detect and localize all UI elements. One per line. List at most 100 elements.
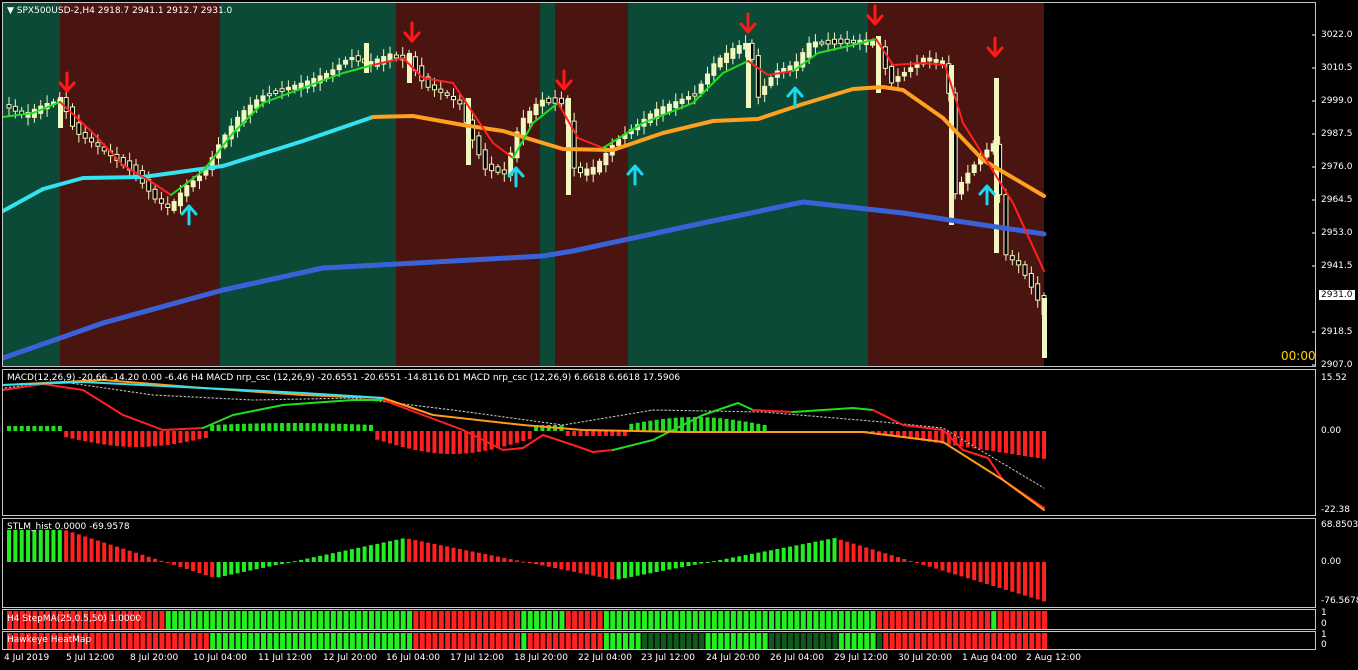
stepma-bar bbox=[1016, 611, 1022, 629]
macd-histogram-bar bbox=[324, 423, 329, 431]
macd-histogram-bar bbox=[597, 431, 602, 436]
heatmap-bar bbox=[819, 633, 825, 649]
collapse-triangle-icon[interactable]: ▼ bbox=[7, 6, 14, 16]
macd-histogram-bar bbox=[648, 420, 653, 431]
stlm-histogram-bar bbox=[419, 541, 424, 562]
price-scale[interactable]: 3022.0 3010.5 2999.0 2987.5 2976.0 2964.5 2953… bbox=[1318, 2, 1358, 370]
stlm-histogram-bar bbox=[89, 538, 94, 562]
stepma-bar bbox=[140, 611, 146, 629]
stlm-histogram-bar bbox=[318, 555, 323, 562]
macd-histogram-bar bbox=[699, 417, 704, 431]
heatmap-pane[interactable]: Hawkeye HeatMap bbox=[2, 631, 1316, 650]
stlm-histogram-bar bbox=[32, 530, 37, 562]
time-axis-label: 16 Jul 04:00 bbox=[386, 653, 440, 663]
time-axis[interactable]: 4 Jul 2019 5 Jul 12:00 8 Jul 20:00 10 Jul 0… bbox=[0, 653, 1316, 670]
time-axis-label: 10 Jul 04:00 bbox=[193, 653, 247, 663]
stlm-histogram-bar bbox=[813, 541, 818, 562]
candle-body bbox=[285, 86, 291, 91]
candle-body bbox=[451, 95, 456, 101]
stepma-bar bbox=[546, 611, 552, 629]
stepma-bar bbox=[108, 611, 114, 629]
macd-histogram-bar bbox=[165, 431, 170, 445]
heatmap-bar bbox=[70, 633, 76, 649]
stepma-bar bbox=[692, 611, 698, 629]
fast-moving-average-up bbox=[3, 101, 61, 118]
heatmap-bar bbox=[1035, 633, 1041, 649]
stepma-bar bbox=[210, 611, 216, 629]
candle-body bbox=[292, 84, 298, 90]
macd-histogram-bar bbox=[45, 426, 50, 431]
heatmap-bar bbox=[902, 633, 908, 649]
heatmap-bar bbox=[832, 633, 838, 649]
stlm-histogram-bar bbox=[38, 530, 43, 562]
price-chart-pane[interactable]: ▼ SPX500USD-2,H4 2918.7 2941.1 2912.7 29… bbox=[2, 2, 1316, 367]
heatmap-bar bbox=[476, 633, 482, 649]
macd-histogram-bar bbox=[718, 418, 723, 431]
macd-histogram-bar bbox=[1003, 431, 1008, 454]
candle-body bbox=[666, 103, 672, 112]
stlm-pane[interactable]: STLM_hist 0.0000 -69.9578 bbox=[2, 518, 1316, 608]
heatmap-bar bbox=[1016, 633, 1022, 649]
stepma-bar bbox=[616, 611, 622, 629]
heatmap-bar bbox=[940, 633, 946, 649]
heatmap-bar bbox=[470, 633, 476, 649]
stlm-histogram-bar bbox=[692, 562, 697, 565]
macd-histogram-bar bbox=[305, 423, 310, 431]
stepma-bar bbox=[83, 611, 89, 629]
stepma-bar bbox=[121, 611, 127, 629]
stepma-bar bbox=[489, 611, 495, 629]
stlm-histogram-bar bbox=[521, 561, 526, 563]
candle-body bbox=[197, 175, 202, 182]
heatmap-bar bbox=[127, 633, 133, 649]
candle-body bbox=[705, 73, 710, 85]
stlm-histogram-bar bbox=[495, 556, 500, 562]
macd-histogram-bar bbox=[203, 431, 208, 438]
candle-body bbox=[152, 188, 158, 200]
candle-body bbox=[349, 56, 355, 61]
candle-body bbox=[101, 146, 107, 152]
macd-histogram-bar bbox=[572, 431, 577, 436]
stepma-bar bbox=[273, 611, 279, 629]
macd-histogram-bar bbox=[876, 431, 881, 433]
stepma-bar bbox=[1023, 611, 1028, 629]
stlm-histogram-bar bbox=[749, 553, 754, 562]
heatmap-bar bbox=[838, 633, 844, 649]
stepma-bar bbox=[229, 611, 235, 629]
heatmap-bar bbox=[769, 633, 774, 649]
stepma-bar bbox=[1035, 611, 1041, 629]
stepma-bar bbox=[813, 611, 819, 629]
macd-histogram-bar bbox=[311, 423, 316, 431]
stlm-histogram-bar bbox=[292, 561, 297, 563]
heatmap-bar bbox=[699, 633, 705, 649]
stepma-bar bbox=[965, 611, 971, 629]
candle-body bbox=[578, 166, 583, 174]
stepma-pane[interactable]: H4 StepMA(25,0.5,50) 1.0000 bbox=[2, 609, 1316, 630]
stepma-bar bbox=[743, 611, 749, 629]
candle-body bbox=[711, 63, 717, 76]
candle-body bbox=[679, 98, 685, 104]
macd-scale[interactable]: 15.52 0.00 -22.38 bbox=[1318, 369, 1358, 516]
stepma-bar bbox=[603, 611, 609, 629]
heatmap-bar bbox=[680, 633, 686, 649]
heatmap-bar bbox=[261, 633, 266, 649]
stlm-histogram-bar bbox=[146, 556, 151, 562]
heatmap-bar bbox=[883, 633, 889, 649]
macd-histogram-bar bbox=[445, 431, 450, 454]
macd-pane[interactable]: MACD(12,26,9) -20.66 -14.20 0.00 -6.46 H… bbox=[2, 369, 1316, 516]
sell-arrow-icon bbox=[555, 69, 573, 91]
macd-histogram-bar bbox=[1023, 431, 1027, 456]
stlm-histogram-bar bbox=[508, 559, 513, 562]
macd-histogram-bar bbox=[70, 431, 75, 439]
stepma-bar bbox=[470, 611, 476, 629]
stlm-scale[interactable]: 68.8503 0.00 -76.5678 bbox=[1318, 518, 1358, 608]
heatmap-bar bbox=[1023, 633, 1028, 649]
stlm-histogram-bar bbox=[121, 548, 126, 562]
stlm-histogram-bar bbox=[489, 555, 494, 562]
heatmap-bar bbox=[692, 633, 698, 649]
time-axis-label: 4 Jul 2019 bbox=[4, 653, 50, 663]
heatmap-bar bbox=[610, 633, 616, 649]
macd-histogram-bar bbox=[1042, 431, 1047, 459]
stlm-histogram-bar bbox=[769, 550, 773, 562]
price-chart-canvas[interactable] bbox=[3, 3, 1316, 367]
candle-body bbox=[584, 168, 590, 176]
